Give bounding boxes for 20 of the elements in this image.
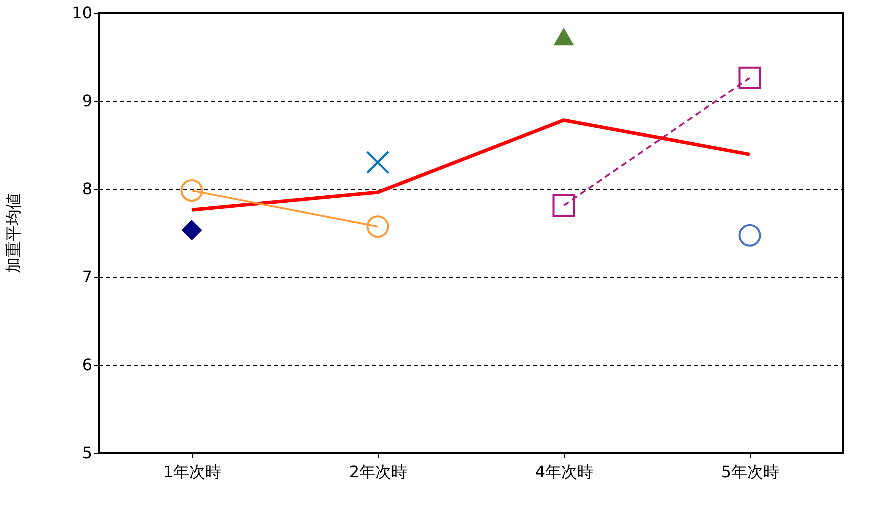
point xyxy=(552,194,576,217)
point xyxy=(182,220,202,241)
y-tick-label: 6 xyxy=(82,356,92,374)
y-tick-label: 8 xyxy=(82,180,92,198)
point xyxy=(738,224,762,247)
y-axis-title: 加重平均値 xyxy=(4,194,24,274)
y-tick-label: 9 xyxy=(82,92,92,110)
x-tick-label: 4年次時 xyxy=(535,462,594,482)
point xyxy=(554,28,574,46)
point xyxy=(366,150,390,174)
point xyxy=(738,66,762,90)
x-tick-label: 5年次時 xyxy=(721,462,780,482)
point xyxy=(366,216,390,238)
x-tick-label: 2年次時 xyxy=(349,462,408,482)
y-tick-label: 7 xyxy=(82,268,92,286)
y-tick-label: 10 xyxy=(72,4,92,22)
y-tick-label: 5 xyxy=(82,444,92,462)
x-tick-label: 1年次時 xyxy=(163,462,222,482)
point xyxy=(180,180,204,202)
line-series xyxy=(190,118,752,212)
